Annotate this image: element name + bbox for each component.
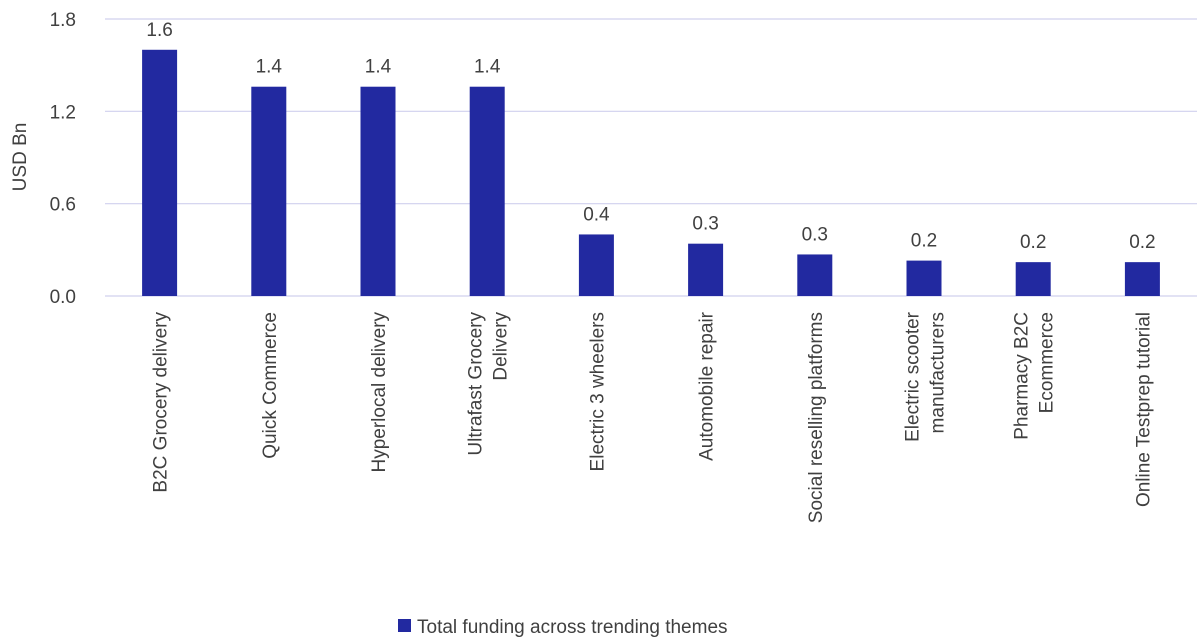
bar	[1015, 262, 1051, 296]
data-label: 0.4	[583, 204, 610, 225]
y-tick-label: 1.2	[50, 102, 76, 123]
x-category-label: Ultrafast Grocery	[466, 312, 487, 456]
bar	[142, 49, 178, 297]
bar	[906, 260, 942, 296]
bars	[142, 49, 1160, 297]
data-label: 1.4	[256, 57, 283, 78]
data-label: 0.3	[802, 224, 828, 245]
legend-label: Total funding across trending themes	[417, 617, 728, 637]
bar	[360, 86, 396, 296]
x-category-label: Electric 3 wheelers	[587, 312, 608, 471]
data-label: 0.2	[1020, 232, 1046, 253]
legend: Total funding across trending themes	[398, 617, 728, 637]
data-label: 1.4	[365, 57, 392, 78]
x-category-label: Electric scooter	[903, 311, 924, 442]
y-tick-label: 1.8	[50, 10, 76, 31]
x-category-label: Online Testprep tutorial	[1133, 312, 1154, 507]
x-category-label: Automobile repair	[697, 311, 718, 461]
bar	[688, 243, 724, 296]
bar	[469, 86, 505, 296]
data-label: 1.4	[474, 57, 501, 78]
bar	[578, 234, 614, 296]
gridlines	[105, 18, 1197, 297]
bar	[797, 254, 833, 296]
data-labels: 1.6 1.4 1.4 1.4 0.4 0.3 0.3 0.2 0.2 0.2	[146, 20, 1155, 253]
data-label: 0.3	[692, 214, 718, 235]
x-category-label: Quick Commerce	[260, 312, 281, 459]
y-tick-label: 0.6	[50, 195, 76, 216]
data-label: 0.2	[1129, 232, 1155, 253]
data-label: 0.2	[911, 231, 937, 252]
x-category-label: Hyperlocal delivery	[369, 312, 390, 473]
x-category-label: Pharmacy B2C	[1012, 312, 1033, 440]
x-category-label: Ecommerce	[1037, 312, 1058, 413]
legend-swatch	[398, 619, 411, 632]
x-category-label: Social reselling platforms	[806, 312, 827, 523]
y-axis-label: USD Bn	[10, 123, 31, 192]
x-category-label: Delivery	[491, 312, 512, 381]
bar	[1124, 262, 1160, 296]
x-category-label: manufacturers	[928, 312, 949, 433]
y-tick-label: 0.0	[50, 287, 76, 308]
y-axis-ticks: 0.0 0.6 1.2 1.8	[50, 10, 76, 308]
x-category-label: B2C Grocery delivery	[151, 312, 172, 493]
data-label: 1.6	[146, 20, 172, 41]
x-axis-categories: B2C Grocery delivery Quick Commerce Hyperl…	[151, 311, 1155, 523]
bar	[251, 86, 287, 296]
